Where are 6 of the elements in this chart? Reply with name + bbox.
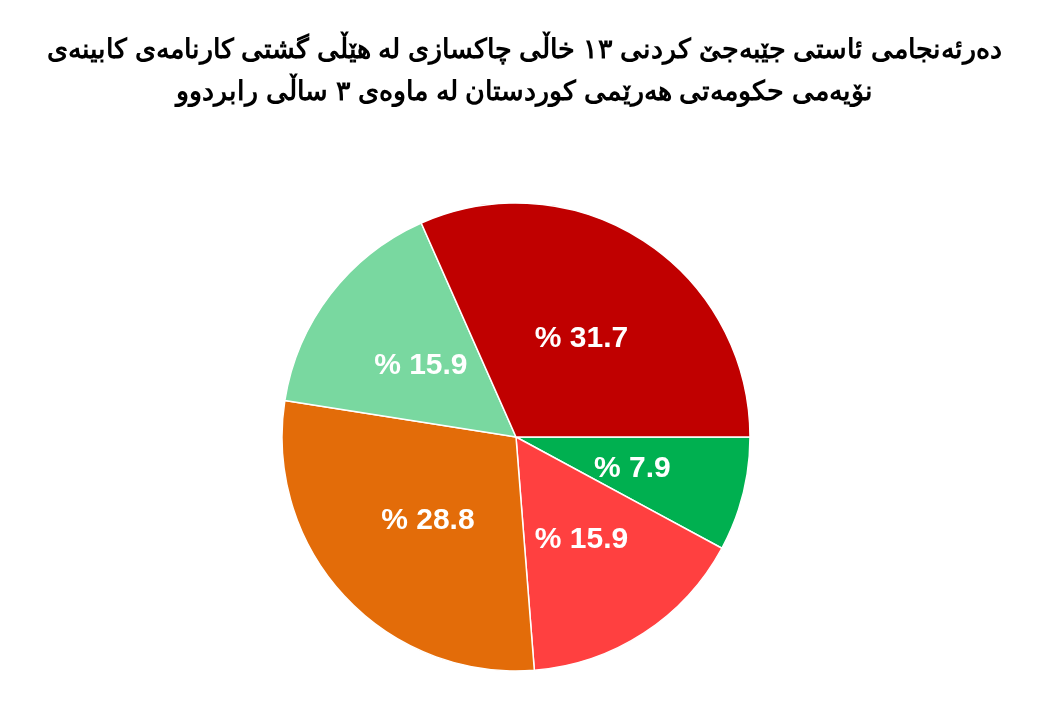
chart-title: دەرئەنجامی ئاستی جێبەجێ کردنی ١٣ خاڵی چاکسازی لە هێڵی گشتی کارنامەی کابینەی نۆیەمی حکومەتی هەرێمی کوردستان لە ماوەی ٣ ساڵی رابردوو	[46, 30, 1003, 109]
data-label: % 7.9	[593, 449, 671, 483]
data-label: % 15.9	[374, 347, 468, 381]
data-label: % 28.8	[381, 501, 475, 535]
data-label: % 15.9	[534, 521, 629, 555]
data-label: % 31.7	[534, 319, 629, 353]
